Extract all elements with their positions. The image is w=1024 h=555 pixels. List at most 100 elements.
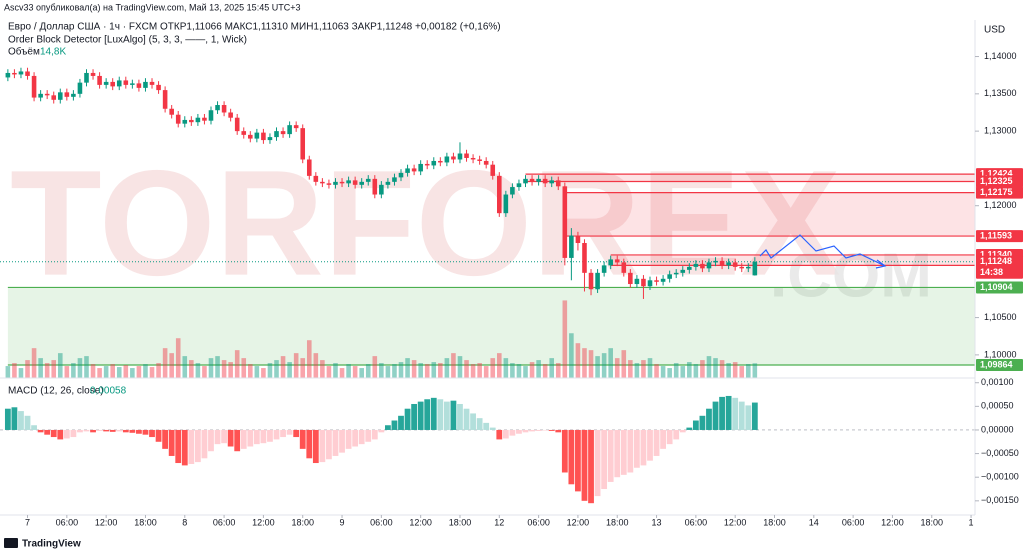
volume-bar — [477, 363, 482, 378]
macd-bar — [129, 429, 136, 433]
candle-body — [123, 80, 129, 85]
candle-body — [313, 175, 319, 182]
candle-body — [739, 266, 745, 269]
candle-body — [18, 71, 24, 75]
volume-bar — [706, 356, 712, 378]
volume-bar — [621, 350, 627, 378]
candle-body — [444, 156, 450, 163]
volume-bar — [221, 360, 227, 378]
candle-body — [477, 159, 482, 161]
volume-bar — [77, 358, 83, 378]
macd-bar — [136, 429, 142, 434]
volume-bar — [110, 364, 115, 378]
candle-body — [274, 131, 279, 138]
macd-bar — [149, 429, 155, 438]
y-tick-label: 1,10000 — [984, 349, 1017, 359]
volume-bar — [274, 360, 279, 378]
volume-bar — [516, 364, 522, 378]
projection-arrow — [875, 259, 887, 269]
macd-bar — [535, 429, 542, 431]
volume-bar — [385, 366, 391, 378]
logo-icon — [4, 538, 18, 548]
macd-bar — [738, 401, 745, 430]
candle-body — [647, 280, 653, 287]
x-tick-label: 06:00 — [213, 517, 236, 527]
order-blocks — [0, 173, 975, 366]
x-tick-label: 9 — [340, 517, 345, 527]
macd-title: MACD (12, 26, close) — [8, 386, 104, 397]
volume-bar — [267, 363, 273, 378]
macd-bar — [116, 429, 123, 432]
volume-bar — [195, 363, 201, 378]
candle-body — [700, 263, 705, 269]
volume-bar — [470, 364, 476, 378]
volume-bar — [300, 358, 306, 378]
volume-bar — [293, 353, 299, 378]
macd-bar — [70, 429, 77, 438]
volume-bar — [667, 368, 672, 378]
volume-bar — [175, 338, 181, 378]
volume-bar — [379, 363, 384, 378]
macd-bar — [90, 429, 96, 433]
macd-bar — [391, 420, 398, 430]
macd-bar — [273, 429, 280, 440]
x-tick-label: 18:00 — [920, 517, 943, 527]
volume-bar — [103, 366, 109, 378]
candle-body — [280, 131, 286, 135]
volume-bar — [248, 364, 253, 378]
macd-bar — [83, 429, 90, 432]
candle-body — [372, 178, 378, 195]
macd-bar — [4, 408, 11, 430]
macd-bar — [109, 429, 116, 432]
candle-body — [149, 81, 155, 85]
macd-bar — [37, 429, 44, 433]
macd-bar — [214, 429, 221, 445]
macd-bar — [679, 429, 686, 433]
macd-bar — [706, 408, 712, 430]
volume-bar — [71, 363, 76, 378]
macd-bar — [522, 429, 529, 433]
volume-bar — [438, 363, 443, 378]
order-block — [610, 254, 975, 266]
volume-bar — [44, 363, 50, 378]
candle-body — [693, 263, 699, 267]
candle-body — [97, 75, 102, 85]
volume-bar — [536, 360, 541, 378]
macd-bar — [673, 429, 680, 440]
candle-body — [12, 72, 17, 75]
volume-bar — [25, 360, 30, 378]
macd-bar — [483, 422, 490, 430]
macd-bar — [253, 429, 260, 445]
candle-body — [287, 125, 292, 135]
y-tick-label: 1,10500 — [984, 312, 1017, 322]
volume-bar — [614, 358, 620, 378]
x-tick-label: 18:00 — [134, 517, 157, 527]
macd-bar — [365, 429, 372, 442]
macd-value: 0,00058 — [90, 386, 127, 397]
x-tick-label: 12:00 — [881, 517, 904, 527]
macd-bar — [561, 429, 568, 473]
volume-bar — [673, 363, 679, 378]
volume-bar — [641, 360, 646, 378]
price-badge — [976, 230, 1023, 243]
footer-logo: TradingView — [22, 539, 81, 550]
candle-body — [57, 92, 63, 100]
macd-bar — [247, 429, 254, 447]
candle-body — [569, 235, 574, 258]
macd-tick-label: 0,00050 — [981, 401, 1014, 411]
macd-bar — [529, 429, 535, 432]
candle-body — [562, 186, 568, 258]
volume-bar — [654, 364, 659, 378]
macd-bar — [306, 429, 313, 459]
macd-tick-label: −0,00100 — [981, 472, 1019, 482]
volume-bar — [700, 360, 705, 378]
volume-bar — [549, 358, 555, 378]
candle-body — [365, 178, 371, 182]
candle-body — [379, 184, 384, 195]
candle-body — [503, 194, 509, 214]
candle-body — [575, 235, 581, 244]
candle-body — [451, 156, 456, 160]
candle-body — [483, 160, 489, 165]
candle-body — [64, 92, 70, 97]
axes: 1,14000 1,13500 1,13000 1,12000 1,10500 1,100… — [25, 51, 1019, 527]
